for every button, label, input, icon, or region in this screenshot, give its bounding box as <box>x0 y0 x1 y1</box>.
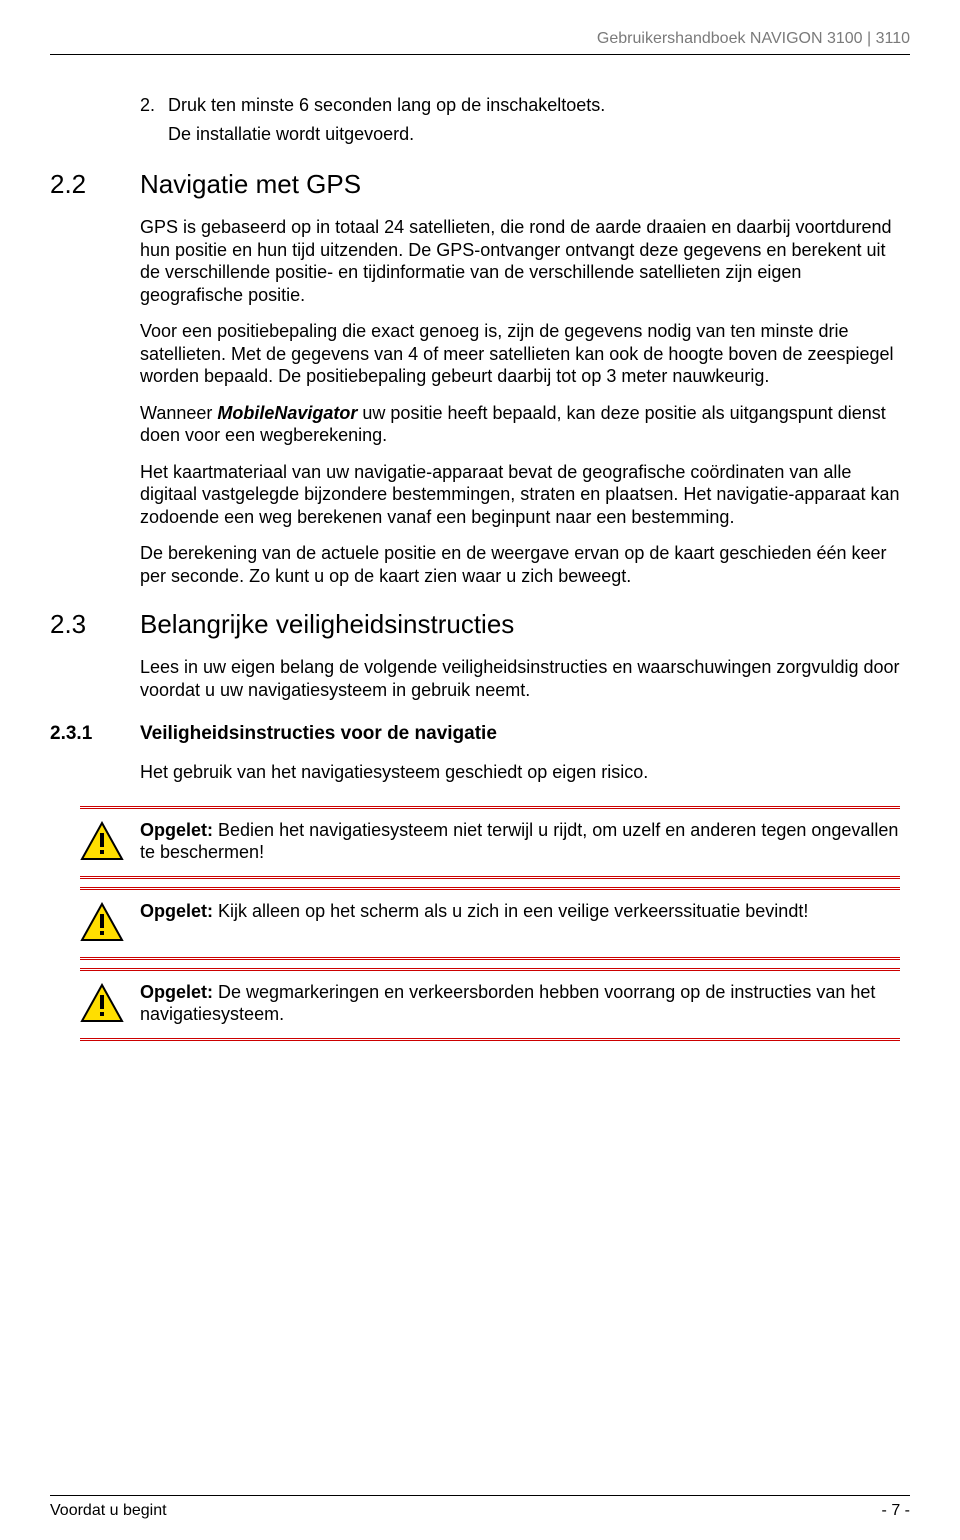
step-text: Druk ten minste 6 seconden lang op de in… <box>168 95 605 116</box>
step-2: 2. Druk ten minste 6 seconden lang op de… <box>140 95 900 116</box>
section-2-3-1-title: Veiligheidsinstructies voor de navigatie <box>140 723 497 745</box>
section-2-2-p2: Voor een positiebepaling die exact genoe… <box>140 320 900 388</box>
warning-2: Opgelet: Kijk alleen op het scherm als u… <box>80 887 900 960</box>
warning-triangle-icon <box>80 819 130 866</box>
section-2-2-p5: De berekening van de actuele positie en … <box>140 542 900 587</box>
section-2-2-p1: GPS is gebaseerd op in totaal 24 satelli… <box>140 216 900 306</box>
page-content: 2. Druk ten minste 6 seconden lang op de… <box>50 95 910 1041</box>
p3-part-a: Wanneer <box>140 403 217 423</box>
warning-2-body: Kijk alleen op het scherm als u zich in … <box>213 901 808 921</box>
warning-1-text: Opgelet: Bedien het navigatiesysteem nie… <box>130 819 900 864</box>
p3-product-name: MobileNavigator <box>217 403 357 423</box>
section-2-3-1-p1: Het gebruik van het navigatiesysteem ges… <box>140 761 900 784</box>
warning-3-body: De wegmarkeringen en verkeersborden hebb… <box>140 982 875 1025</box>
step-result: De installatie wordt uitgevoerd. <box>168 124 900 145</box>
step-number: 2. <box>140 95 168 116</box>
section-2-3-1-number: 2.3.1 <box>50 723 140 745</box>
warning-1: Opgelet: Bedien het navigatiesysteem nie… <box>80 806 900 879</box>
warning-label: Opgelet: <box>140 820 213 840</box>
warning-1-body: Bedien het navigatiesysteem niet terwijl… <box>140 820 898 863</box>
warning-2-text: Opgelet: Kijk alleen op het scherm als u… <box>130 900 808 923</box>
warning-triangle-icon <box>80 981 130 1028</box>
warning-3-text: Opgelet: De wegmarkeringen en verkeersbo… <box>130 981 900 1026</box>
warning-triangle-icon <box>80 900 130 947</box>
section-2-2-p3: Wanneer MobileNavigator uw positie heeft… <box>140 402 900 447</box>
section-2-3-1: 2.3.1 Veiligheidsinstructies voor de nav… <box>140 723 900 784</box>
section-2-3-title: Belangrijke veiligheidsinstructies <box>140 609 514 640</box>
section-2-2-p4: Het kaartmateriaal van uw navigatie-appa… <box>140 461 900 529</box>
section-2-2: 2.2 Navigatie met GPS GPS is gebaseerd o… <box>140 169 900 587</box>
section-2-3: 2.3 Belangrijke veiligheidsinstructies L… <box>140 609 900 701</box>
page-footer: Voordat u begint - 7 - <box>50 1495 910 1520</box>
section-2-3-p1: Lees in uw eigen belang de volgende veil… <box>140 656 900 701</box>
footer-left: Voordat u begint <box>50 1502 167 1520</box>
warning-3: Opgelet: De wegmarkeringen en verkeersbo… <box>80 968 900 1041</box>
section-2-2-number: 2.2 <box>50 169 140 200</box>
section-2-2-title: Navigatie met GPS <box>140 169 361 200</box>
page-header: Gebruikershandboek NAVIGON 3100 | 3110 <box>50 30 910 55</box>
section-2-3-number: 2.3 <box>50 609 140 640</box>
header-text: Gebruikershandboek NAVIGON 3100 | 3110 <box>597 30 910 47</box>
warning-label: Opgelet: <box>140 901 213 921</box>
warning-label: Opgelet: <box>140 982 213 1002</box>
footer-right: - 7 - <box>882 1502 910 1520</box>
